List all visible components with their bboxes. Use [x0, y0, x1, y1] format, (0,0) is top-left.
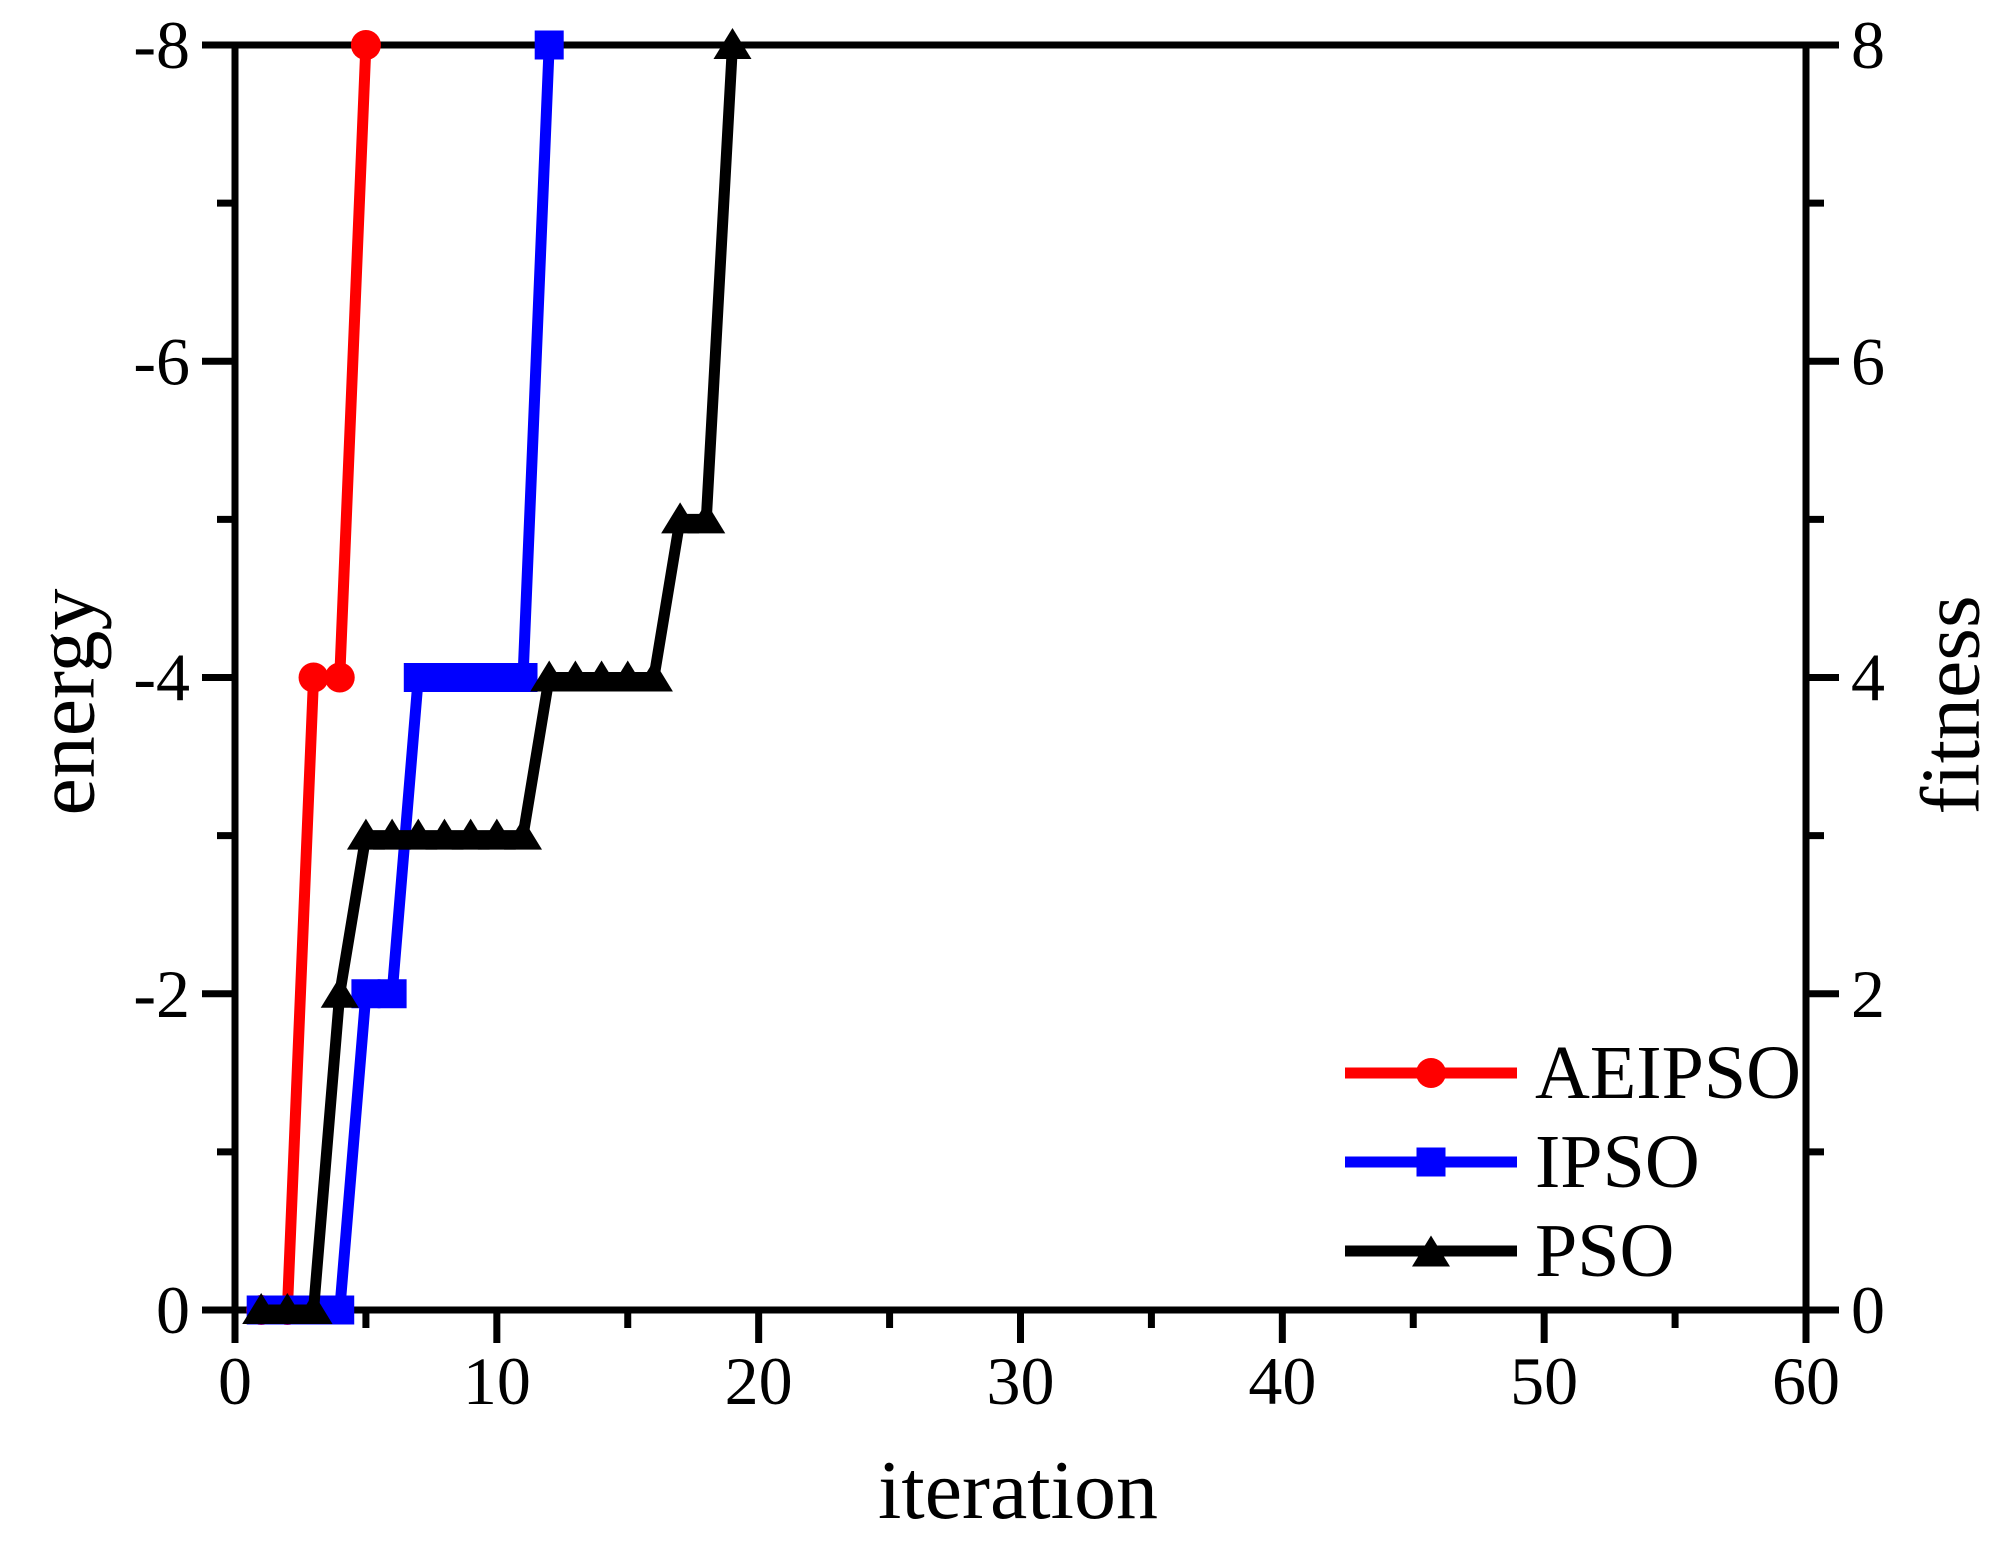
data-point-triangle-pso [451, 818, 490, 850]
data-point-square-ipso [351, 979, 381, 1009]
data-point-square-ipso [508, 663, 538, 692]
data-point-triangle-pso [425, 818, 464, 850]
data-point-triangle-pso [582, 660, 621, 692]
legend-sample-aeipso [1345, 1057, 1517, 1088]
left-tick-label: -4 [133, 640, 190, 716]
data-point-triangle-pso [399, 818, 438, 850]
data-point-triangle-pso [661, 502, 700, 534]
data-point-triangle-pso [504, 818, 543, 850]
data-point-triangle-pso [713, 28, 752, 59]
x-tick-label: 10 [463, 1343, 531, 1419]
data-point-triangle-pso [477, 818, 516, 850]
data-point-square-ipso [482, 663, 512, 692]
data-point-triangle-pso [373, 818, 412, 850]
data-point-square-ipso [429, 663, 459, 692]
right-tick-label: 6 [1851, 323, 1885, 399]
data-point-triangle-pso [556, 660, 595, 692]
left-axis-title: energy [19, 588, 113, 816]
legend-entry-ipso: IPSO [1345, 1117, 1801, 1206]
square-marker-icon [1416, 1147, 1446, 1176]
legend-label-aeipso: AEIPSO [1535, 1030, 1802, 1115]
x-tick-label: 20 [725, 1343, 793, 1419]
data-point-triangle-pso [530, 660, 569, 692]
data-point-triangle-pso [294, 1293, 333, 1324]
x-tick-label: 50 [1510, 1343, 1578, 1419]
data-point-square-ipso [534, 30, 564, 60]
legend-entry-pso: PSO [1345, 1206, 1801, 1295]
right-tick-label: 2 [1851, 956, 1885, 1032]
legend-sample-pso [1345, 1235, 1517, 1266]
data-point-circle-aeipso [298, 662, 329, 693]
data-point-triangle-pso [346, 818, 385, 850]
right-tick-label: 8 [1851, 7, 1885, 83]
triangle-marker-icon [1412, 1235, 1450, 1266]
right-axis-title: fitness [1904, 595, 1998, 815]
legend-entry-aeipso: AEIPSO [1345, 1028, 1801, 1117]
left-tick-label: -2 [133, 956, 190, 1032]
x-axis-title: iteration [878, 1444, 1158, 1537]
left-tick-label: 0 [156, 1272, 190, 1348]
data-point-circle-aeipso [324, 662, 355, 693]
data-point-triangle-pso [320, 976, 359, 1008]
left-tick-label: -6 [133, 323, 190, 399]
x-tick-label: 60 [1772, 1343, 1840, 1419]
legend: AEIPSO IPSO PSO [1345, 1028, 1801, 1295]
circle-marker-icon [1416, 1057, 1446, 1088]
x-tick-label: 30 [987, 1343, 1055, 1419]
data-point-square-ipso [325, 1295, 355, 1325]
data-point-circle-aeipso [350, 30, 381, 60]
data-point-triangle-pso [608, 660, 647, 692]
data-point-triangle-pso [687, 502, 726, 534]
data-point-triangle-pso [268, 1293, 307, 1324]
legend-label-pso: PSO [1535, 1208, 1675, 1293]
legend-label-ipso: IPSO [1535, 1119, 1700, 1204]
legend-sample-ipso [1345, 1147, 1517, 1177]
data-point-square-ipso [377, 979, 407, 1009]
right-tick-label: 4 [1851, 640, 1885, 716]
data-point-square-ipso [403, 663, 433, 692]
right-tick-label: 0 [1851, 1272, 1885, 1348]
data-point-square-ipso [456, 663, 486, 692]
data-point-triangle-pso [242, 1293, 281, 1324]
x-tick-label: 0 [218, 1343, 252, 1419]
x-tick-label: 40 [1248, 1343, 1316, 1419]
left-tick-label: -8 [133, 7, 190, 83]
data-point-triangle-pso [634, 660, 673, 692]
